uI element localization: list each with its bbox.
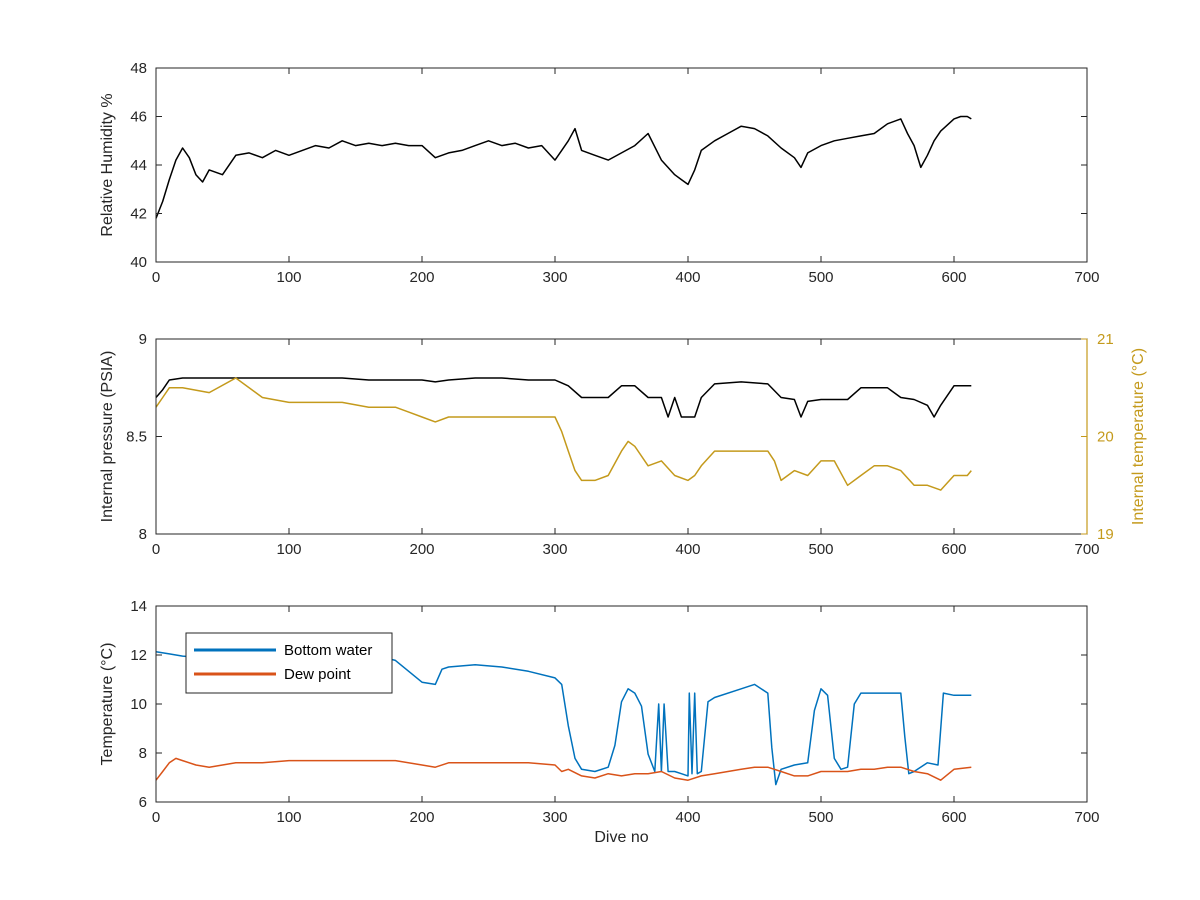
y-tick-label: 6 bbox=[139, 794, 147, 811]
x-tick-label: 0 bbox=[152, 809, 160, 826]
x-tick-label: 0 bbox=[152, 269, 160, 286]
x-tick-label: 300 bbox=[542, 269, 567, 286]
x-tick-label: 400 bbox=[675, 809, 700, 826]
series-line-right bbox=[155, 377, 972, 491]
y2-axis-label: Internal temperature (°C) bbox=[1130, 348, 1147, 525]
y-axis-label: Relative Humidity % bbox=[99, 93, 116, 236]
x-tick-label: 500 bbox=[808, 269, 833, 286]
x-tick-label: 200 bbox=[409, 541, 434, 558]
series-line-left bbox=[155, 377, 972, 418]
y-tick-label: 42 bbox=[130, 206, 147, 223]
x-tick-label: 0 bbox=[152, 541, 160, 558]
series-line-main bbox=[155, 115, 972, 219]
x-tick-label: 500 bbox=[808, 541, 833, 558]
x-tick-label: 700 bbox=[1074, 269, 1099, 286]
y-tick-label: 8.5 bbox=[126, 429, 147, 446]
x-tick-label: 400 bbox=[675, 269, 700, 286]
x-tick-label: 700 bbox=[1074, 809, 1099, 826]
x-tick-label: 500 bbox=[808, 809, 833, 826]
y2-tick-label: 19 bbox=[1097, 526, 1114, 543]
x-tick-label: 600 bbox=[941, 809, 966, 826]
legend-label: Bottom water bbox=[284, 642, 372, 659]
legend-frame bbox=[185, 632, 393, 694]
y-tick-label: 46 bbox=[130, 109, 147, 126]
chart-panel-2: 0 100 200 300 400 500 600 700 8 8.5 9 Internal pres… bbox=[99, 331, 1147, 558]
x-tick-label: 100 bbox=[276, 269, 301, 286]
y-tick-label: 10 bbox=[130, 696, 147, 713]
y-tick-label: 14 bbox=[130, 598, 147, 615]
y-axis-label: Temperature (°C) bbox=[99, 643, 116, 766]
chart-panel-1: 0 100 200 300 400 500 600 700 40 42 44 46 48 Relative… bbox=[99, 60, 1100, 286]
x-tick-label: 100 bbox=[276, 809, 301, 826]
x-tick-label: 200 bbox=[409, 809, 434, 826]
x-axis-label: Dive no bbox=[594, 829, 648, 846]
y-axis-label: Internal pressure (PSIA) bbox=[99, 351, 116, 523]
x-tick-label: 700 bbox=[1074, 541, 1099, 558]
y2-tick-label: 20 bbox=[1097, 429, 1114, 446]
y-tick-label: 9 bbox=[139, 331, 147, 348]
x-tick-label: 600 bbox=[941, 269, 966, 286]
x-tick-label: 300 bbox=[542, 541, 567, 558]
legend: Bottom water Dew point bbox=[185, 632, 393, 694]
x-tick-label: 300 bbox=[542, 809, 567, 826]
legend-label: Dew point bbox=[284, 666, 352, 683]
chart-panel-3: 0 100 200 300 400 500 600 700 6 8 10 12 14 Temperatur… bbox=[99, 598, 1100, 846]
y-tick-label: 44 bbox=[130, 157, 147, 174]
series-line-dew-point bbox=[155, 757, 972, 781]
y-tick-label: 48 bbox=[130, 60, 147, 77]
y-tick-label: 8 bbox=[139, 526, 147, 543]
x-tick-label: 400 bbox=[675, 541, 700, 558]
y2-tick-label: 21 bbox=[1097, 331, 1114, 348]
y-tick-label: 12 bbox=[130, 647, 147, 664]
series-line-bottom-water bbox=[155, 650, 972, 786]
y-tick-label: 8 bbox=[139, 745, 147, 762]
x-tick-label: 100 bbox=[276, 541, 301, 558]
x-tick-label: 200 bbox=[409, 269, 434, 286]
y-tick-label: 40 bbox=[130, 254, 147, 271]
x-tick-label: 600 bbox=[941, 541, 966, 558]
